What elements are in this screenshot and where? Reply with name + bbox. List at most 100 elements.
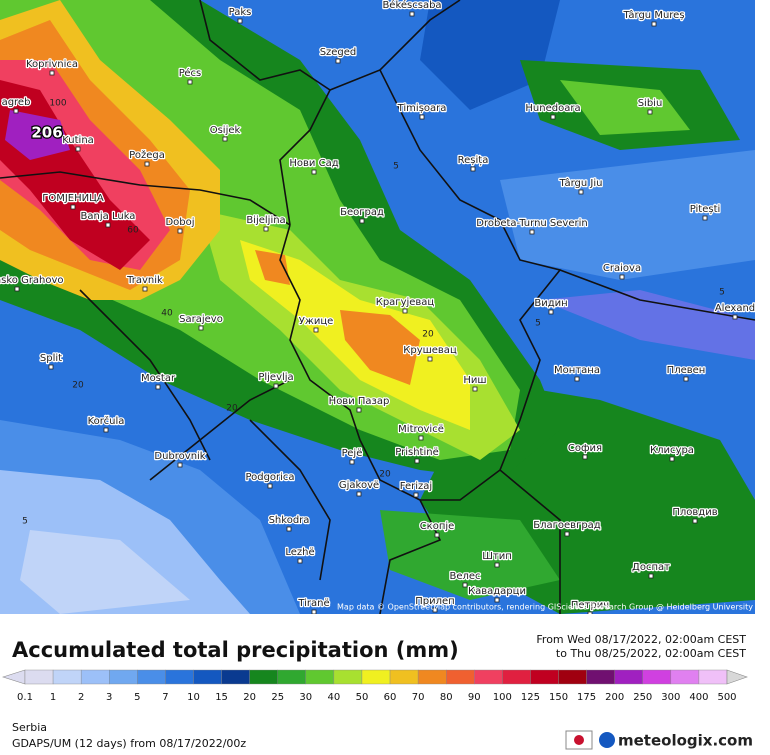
legend-label: 15 xyxy=(215,692,228,703)
contour-label: 100 xyxy=(49,99,66,109)
place-label: Craiova xyxy=(603,263,641,274)
legend-label: 100 xyxy=(493,692,512,703)
place-marker xyxy=(434,532,440,538)
place-marker xyxy=(494,597,500,603)
place-marker xyxy=(472,386,478,392)
place-marker xyxy=(349,459,355,465)
place-label: Târgu Mureș xyxy=(622,9,684,21)
legend-swatch xyxy=(109,669,138,685)
place-marker xyxy=(427,356,433,362)
place-label: Плевен xyxy=(667,365,706,376)
place-label: Split xyxy=(40,353,62,364)
place-marker xyxy=(222,136,228,142)
legend-swatch xyxy=(305,669,335,685)
place-marker xyxy=(359,218,365,224)
place-label: Korčula xyxy=(88,415,125,427)
place-label: Pécs xyxy=(179,67,202,79)
place-label: Штип xyxy=(482,551,512,562)
legend-label: 0.1 xyxy=(17,692,33,703)
place-marker xyxy=(683,376,689,382)
flag-emblem xyxy=(574,735,584,745)
place-label: Монтана xyxy=(554,365,600,376)
place-label: Békéscsaba xyxy=(382,0,441,11)
place-label: Видин xyxy=(534,298,567,309)
place-label: Alexand xyxy=(715,303,755,314)
place-marker xyxy=(311,609,317,614)
place-label: Pejë xyxy=(342,448,363,459)
place-marker xyxy=(311,169,317,175)
place-label: Нови Пазар xyxy=(329,396,390,407)
place-label: Lezhë xyxy=(285,547,314,558)
place-marker xyxy=(548,309,554,315)
legend-swatch xyxy=(333,669,363,685)
legend-label: 25 xyxy=(271,692,284,703)
place-marker xyxy=(564,531,570,537)
legend-label: 30 xyxy=(299,692,312,703)
place-marker xyxy=(574,376,580,382)
legend-swatch xyxy=(586,669,615,685)
legend-swatch xyxy=(698,669,728,685)
place-label: Велес xyxy=(449,571,480,582)
place-label: Doboj xyxy=(165,217,194,228)
place-label: Banja Luka xyxy=(81,211,136,222)
place-marker xyxy=(14,286,20,292)
place-marker xyxy=(103,427,109,433)
place-marker xyxy=(356,491,362,497)
legend-label: 1 xyxy=(50,692,56,703)
legend-label: 200 xyxy=(605,692,624,703)
place-label: Reșița xyxy=(458,155,489,166)
legend-swatch xyxy=(193,669,222,685)
legend-swatch xyxy=(474,669,503,685)
place-label: Скопје xyxy=(420,520,455,532)
place-marker xyxy=(237,18,243,24)
place-marker xyxy=(142,286,148,292)
borders xyxy=(0,0,755,614)
place-label: София xyxy=(568,443,602,454)
legend-swatch xyxy=(52,669,82,685)
place-label: Kutina xyxy=(62,135,94,146)
period-to: to Thu 08/25/2022, 02:00am CEST xyxy=(556,647,746,660)
contour-label: 5 xyxy=(393,162,399,172)
place-label: Клисура xyxy=(650,445,694,456)
place-label: Pitești xyxy=(690,204,721,215)
place-label: Mostar xyxy=(141,373,176,384)
place-marker xyxy=(144,161,150,167)
place-marker xyxy=(335,58,341,64)
legend: 0.1 1 2 3 5 7 10 15 20 25 30 40 50 60 70 80 90 100 125 150 1… xyxy=(2,669,748,703)
legend-label: 80 xyxy=(440,692,453,703)
contour-label: 40 xyxy=(161,309,173,319)
legend-label: 7 xyxy=(162,692,168,703)
region: Serbia xyxy=(12,721,47,734)
legend-label: 125 xyxy=(521,692,540,703)
place-label: Прилеп xyxy=(415,596,454,607)
place-marker xyxy=(432,607,438,613)
place-label: Пловдив xyxy=(672,507,717,518)
place-label: Paks xyxy=(229,7,252,18)
legend-label: 40 xyxy=(328,692,341,703)
place-marker xyxy=(177,228,183,234)
legend-label: 250 xyxy=(633,692,652,703)
contour-label: 20 xyxy=(72,381,84,391)
brand[interactable]: meteologix.com xyxy=(618,732,753,750)
legend-arrow-right xyxy=(726,669,748,685)
place-marker xyxy=(414,458,420,464)
place-marker xyxy=(313,327,319,333)
place-marker xyxy=(75,146,81,152)
legend-label: 2 xyxy=(78,692,84,703)
place-marker xyxy=(48,364,54,370)
place-label: Hunedoara xyxy=(525,103,580,114)
place-marker xyxy=(470,166,476,172)
legend-swatch xyxy=(221,669,250,685)
place-marker xyxy=(70,204,76,210)
place-marker xyxy=(198,325,204,331)
map-credit: Map data © OpenStreetMap contributors, r… xyxy=(337,603,753,612)
title: Accumulated total precipitation (mm) xyxy=(12,638,459,662)
place-marker xyxy=(273,383,279,389)
place-marker xyxy=(619,274,625,280)
place-label: Pljevlja xyxy=(258,372,293,383)
legend-swatch xyxy=(642,669,672,685)
place-marker xyxy=(13,108,19,114)
place-label: Mitrovicë xyxy=(398,424,444,435)
legend-label: 70 xyxy=(412,692,425,703)
